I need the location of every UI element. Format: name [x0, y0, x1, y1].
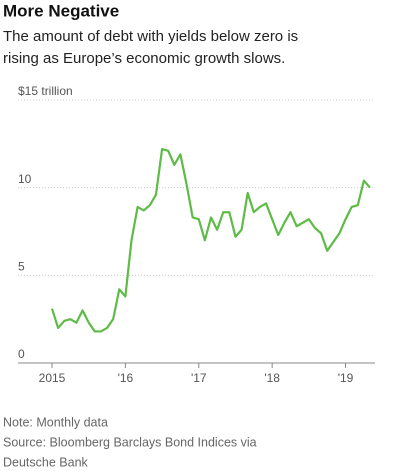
- y-tick-label: 10: [18, 172, 32, 186]
- y-tick-label: 5: [18, 260, 25, 274]
- chart-title: More Negative: [3, 1, 119, 20]
- x-tick-label: '16: [118, 371, 134, 385]
- x-tick-label: '17: [191, 371, 207, 385]
- x-tick-label: '18: [264, 371, 280, 385]
- x-tick-label: '19: [338, 371, 354, 385]
- source: Source: Bloomberg Barclays Bond Indices …: [3, 435, 257, 449]
- chart-subtitle: rising as Europe’s economic growth slows…: [3, 50, 285, 67]
- data-line: [50, 147, 371, 333]
- chart-subtitle: The amount of debt with yields below zer…: [3, 28, 298, 45]
- y-tick-label: 0: [18, 347, 25, 361]
- y-tick-label: $15 trillion: [18, 84, 73, 98]
- note: Note: Monthly data: [3, 415, 108, 429]
- x-tick-label: 2015: [39, 371, 66, 385]
- source: Deutsche Bank: [3, 455, 89, 469]
